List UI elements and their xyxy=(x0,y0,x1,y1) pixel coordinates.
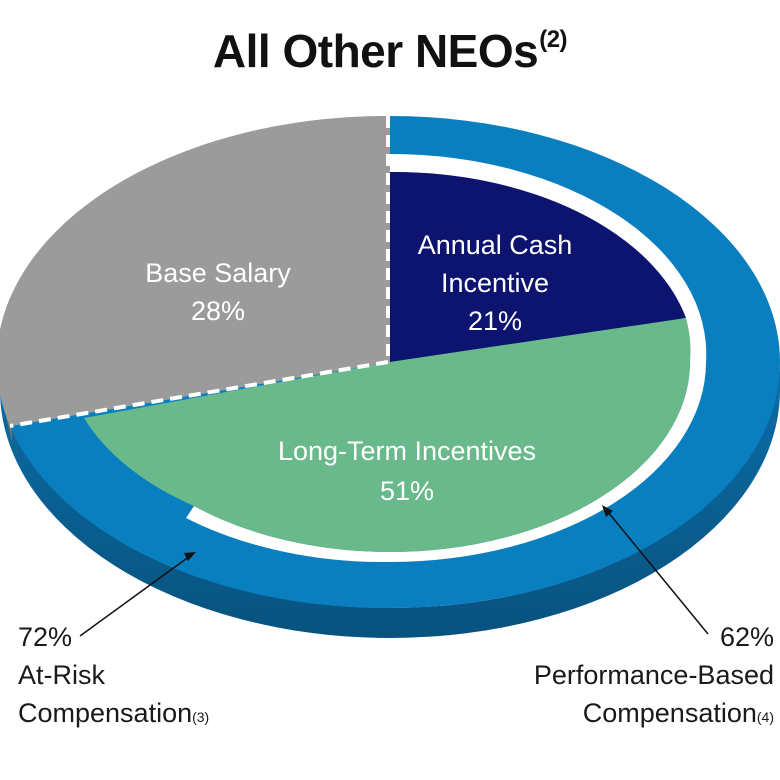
slice-base-salary xyxy=(0,115,390,426)
performance-label-2: Compensation xyxy=(582,698,757,728)
at-risk-value: 72% xyxy=(18,622,73,652)
performance-label: Performance-Based xyxy=(533,660,774,690)
performance-footnote: (4) xyxy=(756,709,774,725)
separator-diagonal xyxy=(9,360,389,428)
title-footnote: (2) xyxy=(539,26,568,53)
slice-long-term-incentives xyxy=(84,318,691,553)
at-risk-label: At-Risk xyxy=(18,660,105,690)
label-annual-cash-line1: Annual Cash xyxy=(418,230,573,260)
performance-value: 62% xyxy=(719,622,774,652)
at-risk-label-2: Compensation xyxy=(18,698,193,728)
callout-performance-based: 62% Performance-Based Compensation(4) xyxy=(534,618,774,732)
arrow-at-risk xyxy=(79,552,196,637)
slice-annual-cash-incentive xyxy=(390,171,686,362)
label-base-salary: Base Salary xyxy=(145,258,291,288)
value-long-term-incentives: 51% xyxy=(380,476,434,506)
value-base-salary: 28% xyxy=(191,296,245,326)
label-annual-cash-line2: Incentive xyxy=(441,268,549,298)
chart-title: All Other NEOs(2) xyxy=(212,25,568,77)
at-risk-footnote: (3) xyxy=(192,709,210,725)
label-long-term-incentives: Long-Term Incentives xyxy=(278,436,536,466)
callout-at-risk: 72% At-Risk Compensation(3) xyxy=(18,618,209,732)
value-annual-cash: 21% xyxy=(468,306,522,336)
arrow-performance-based xyxy=(602,505,709,635)
